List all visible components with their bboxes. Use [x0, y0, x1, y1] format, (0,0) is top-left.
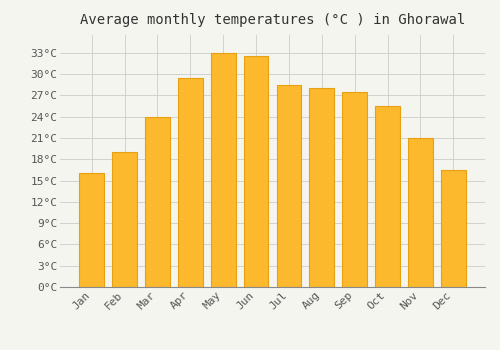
Bar — [408, 138, 433, 287]
Bar — [310, 88, 334, 287]
Title: Average monthly temperatures (°C ) in Ghorawal: Average monthly temperatures (°C ) in Gh… — [80, 13, 465, 27]
Bar — [244, 56, 268, 287]
Bar — [276, 85, 301, 287]
Bar — [342, 92, 367, 287]
Bar — [441, 170, 466, 287]
Bar — [80, 173, 104, 287]
Bar — [145, 117, 170, 287]
Bar — [178, 78, 203, 287]
Bar — [376, 106, 400, 287]
Bar — [112, 152, 137, 287]
Bar — [211, 53, 236, 287]
